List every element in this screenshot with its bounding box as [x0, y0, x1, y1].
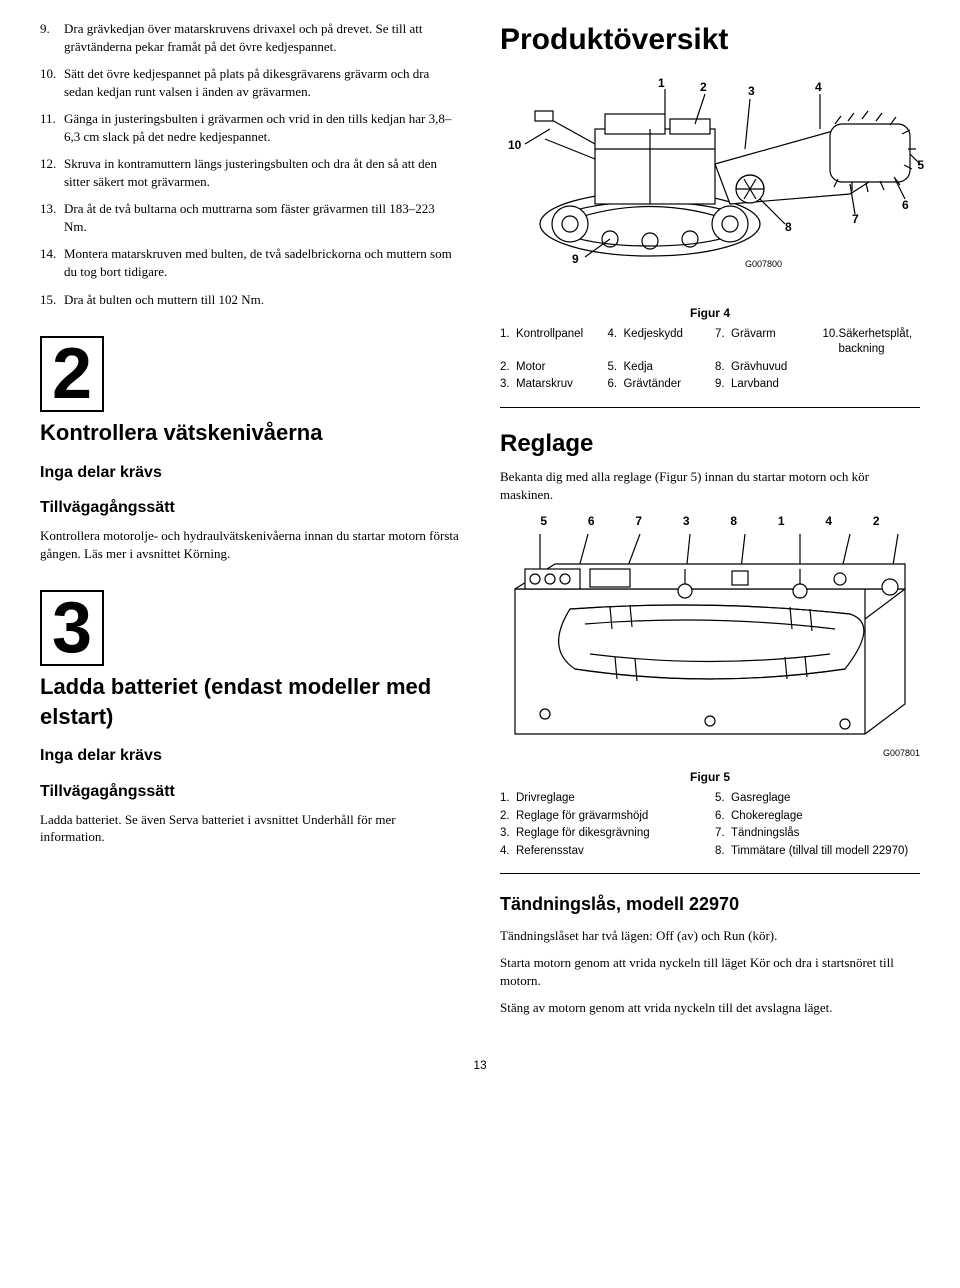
g-code: G007801	[500, 747, 920, 759]
callout: 6	[902, 197, 909, 213]
figure-5-caption: Figur 5	[500, 769, 920, 785]
section-2-body: Kontrollera motorolje- och hydraulvätske…	[40, 527, 460, 562]
step-text: Montera matarskruven med bulten, de två …	[64, 245, 460, 280]
callout: 8	[730, 513, 737, 529]
procedure-heading: Tillvägagångssätt	[40, 497, 460, 519]
controls-title: Reglage	[500, 428, 920, 460]
callout: 3	[683, 513, 690, 529]
control-panel-illustration	[500, 529, 920, 744]
step-num: 13.	[40, 200, 64, 235]
section-number-3: 3	[40, 590, 104, 666]
callout: 5	[917, 157, 924, 173]
callout: 6	[588, 513, 595, 529]
callout: 7	[635, 513, 642, 529]
section-title-2: Kontrollera vätskenivåerna	[40, 418, 460, 448]
ignition-title: Tändningslås, modell 22970	[500, 892, 920, 916]
figure-5-legend: 1.Drivreglage 5.Gasreglage 2.Reglage för…	[500, 791, 920, 859]
callout: 1	[778, 513, 785, 529]
step-num: 14.	[40, 245, 64, 280]
callout: 9	[572, 251, 579, 267]
callout: 1	[658, 75, 665, 91]
callout: 2	[700, 79, 707, 95]
section-title-3: Ladda batteriet (endast modeller med els…	[40, 672, 460, 731]
step-text: Skruva in kontramuttern längs justerings…	[64, 155, 460, 190]
no-parts-heading: Inga delar krävs	[40, 745, 460, 767]
product-overview-title: Produktöversikt	[500, 20, 920, 61]
callout: 5	[540, 513, 547, 529]
step-text: Sätt det övre kedjespannet på plats på d…	[64, 65, 460, 100]
step-num: 9.	[40, 20, 64, 55]
step-num: 11.	[40, 110, 64, 145]
step-text: Dra grävkedjan över matarskruvens drivax…	[64, 20, 460, 55]
step-num: 12.	[40, 155, 64, 190]
ignition-p3: Stäng av motorn genom att vrida nyckeln …	[500, 999, 920, 1017]
callout: 2	[873, 513, 880, 529]
no-parts-heading: Inga delar krävs	[40, 462, 460, 484]
separator	[500, 407, 920, 408]
callout: 4	[815, 79, 822, 95]
step-num: 10.	[40, 65, 64, 100]
step-text: Dra åt bulten och muttern till 102 Nm.	[64, 291, 460, 309]
step-list: 9.Dra grävkedjan över matarskruvens driv…	[40, 20, 460, 308]
callout: 10	[508, 137, 521, 153]
callout: 8	[785, 219, 792, 235]
figure-4: 1 2 3 4 5 6 7 8 9 10 G007800	[500, 69, 920, 299]
ignition-p1: Tändningslåset har två lägen: Off (av) o…	[500, 927, 920, 945]
ignition-p2: Starta motorn genom att vrida nyckeln ti…	[500, 954, 920, 989]
figure-5: 5 6 7 3 8 1 4 2	[500, 513, 920, 763]
step-num: 15.	[40, 291, 64, 309]
page-number: 13	[40, 1057, 920, 1073]
figure-4-legend: 1.Kontrollpanel 4.Kedjeskydd 7.Grävarm 1…	[500, 327, 920, 393]
separator	[500, 873, 920, 874]
trencher-illustration	[500, 69, 920, 269]
controls-intro: Bekanta dig med alla reglage (Figur 5) i…	[500, 468, 920, 503]
figure-4-caption: Figur 4	[500, 305, 920, 321]
g-code: G007800	[745, 258, 782, 270]
callout: 7	[852, 211, 859, 227]
step-text: Gänga in justeringsbulten i grävarmen oc…	[64, 110, 460, 145]
step-text: Dra åt de två bultarna och muttrarna som…	[64, 200, 460, 235]
section-number-2: 2	[40, 336, 104, 412]
section-3-body: Ladda batteriet. Se även Serva batteriet…	[40, 811, 460, 846]
callout: 4	[825, 513, 832, 529]
callout: 3	[748, 83, 755, 99]
procedure-heading: Tillvägagångssätt	[40, 781, 460, 803]
